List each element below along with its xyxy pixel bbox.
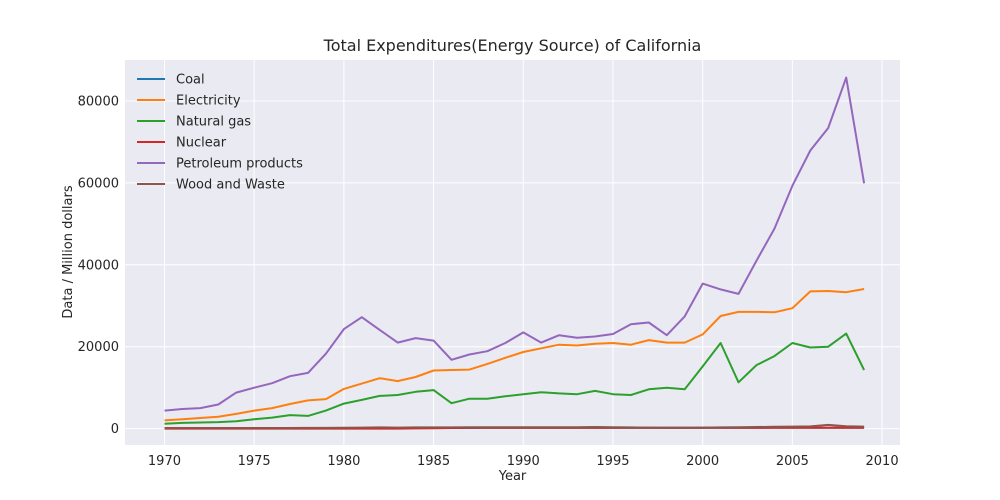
y-tick-label: 80000 — [78, 94, 119, 109]
legend-label-electricity: Electricity — [176, 94, 241, 109]
y-tick-label: 0 — [111, 422, 119, 437]
y-tick-label: 60000 — [78, 176, 119, 191]
series-line-petroleum-products — [164, 76, 866, 412]
series-lines — [164, 76, 866, 430]
legend-label-wood-and-waste: Wood and Waste — [176, 178, 285, 193]
legend-label-coal: Coal — [176, 73, 205, 88]
x-tick-labels: 1970 1975 1980 1985 1990 1995 2000 2005 2010 — [148, 454, 899, 469]
y-tick-label: 40000 — [78, 258, 119, 273]
x-tick-label: 2000 — [686, 454, 719, 469]
x-tick-label: 1985 — [417, 454, 450, 469]
series-line-natural-gas — [164, 332, 865, 425]
x-tick-label: 2010 — [866, 454, 899, 469]
x-tick-label: 1975 — [238, 454, 271, 469]
y-tick-labels: 0 20000 40000 60000 80000 — [78, 94, 119, 437]
x-tick-label: 2005 — [776, 454, 809, 469]
legend: Coal Electricity Natural gas Nuclear Petrole… — [137, 73, 303, 193]
series-line-electricity — [164, 288, 865, 422]
legend-label-petroleum-products: Petroleum products — [176, 157, 303, 172]
chart-title: Total Expenditures(Energy Source) of Cal… — [323, 36, 702, 55]
legend-label-nuclear: Nuclear — [176, 136, 227, 151]
y-tick-label: 20000 — [78, 340, 119, 355]
x-tick-label: 1970 — [148, 454, 181, 469]
series-line-wood-and-waste — [164, 423, 865, 429]
x-axis-label: Year — [498, 469, 527, 484]
x-tick-label: 1995 — [596, 454, 629, 469]
y-axis-label: Data / Million dollars — [61, 185, 76, 318]
legend-label-natural-gas: Natural gas — [176, 115, 251, 130]
x-tick-label: 1990 — [507, 454, 540, 469]
x-tick-label: 1980 — [327, 454, 360, 469]
